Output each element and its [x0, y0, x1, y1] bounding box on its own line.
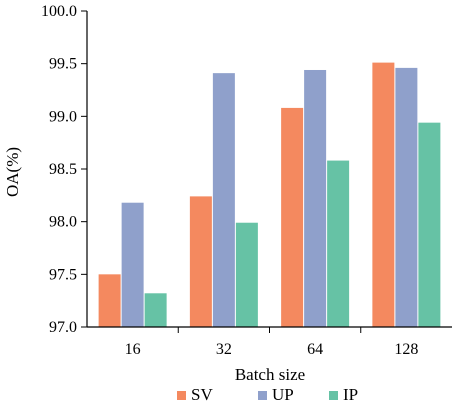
bar-up-64 — [304, 69, 327, 327]
bar-sv-128 — [372, 62, 395, 327]
bar-up-128 — [395, 67, 418, 327]
bar-ip-64 — [327, 160, 350, 327]
bar-ip-128 — [418, 122, 441, 327]
y-tick-label: 97.5 — [49, 266, 77, 283]
y-tick-label: 98.5 — [49, 161, 77, 178]
legend-swatch-sv — [177, 391, 186, 400]
y-tick-label: 99.5 — [49, 56, 77, 73]
bar-ip-16 — [144, 293, 167, 327]
x-axis-label: Batch size — [235, 365, 305, 384]
bar-ip-32 — [235, 222, 258, 327]
y-tick-labels: 97.0 97.5 98.0 98.5 99.0 99.5 100.0 — [41, 3, 77, 336]
y-tick-label: 97.0 — [49, 319, 77, 336]
y-tick-label: 99.0 — [49, 108, 77, 125]
legend-label-sv: SV — [191, 385, 213, 404]
y-tick-label: 98.0 — [49, 214, 77, 231]
bar-up-32 — [212, 73, 235, 327]
y-axis-label: OA(%) — [3, 147, 22, 197]
x-tick-label: 128 — [394, 341, 418, 358]
legend: SV UP IP — [177, 385, 358, 404]
bar-sv-16 — [98, 274, 121, 327]
bar-sv-32 — [189, 196, 212, 327]
x-tick-label: 16 — [125, 341, 141, 358]
legend-swatch-ip — [329, 391, 338, 400]
y-tick-label: 100.0 — [41, 3, 77, 20]
legend-swatch-up — [258, 391, 267, 400]
axes — [81, 10, 452, 333]
x-tick-label: 32 — [216, 341, 232, 358]
bar-up-16 — [121, 202, 144, 327]
legend-label-up: UP — [272, 385, 294, 404]
x-tick-label: 64 — [307, 341, 323, 358]
legend-label-ip: IP — [343, 385, 358, 404]
bars — [98, 62, 441, 327]
bar-sv-64 — [281, 107, 304, 327]
x-tick-labels: 16 32 64 128 — [125, 341, 419, 358]
